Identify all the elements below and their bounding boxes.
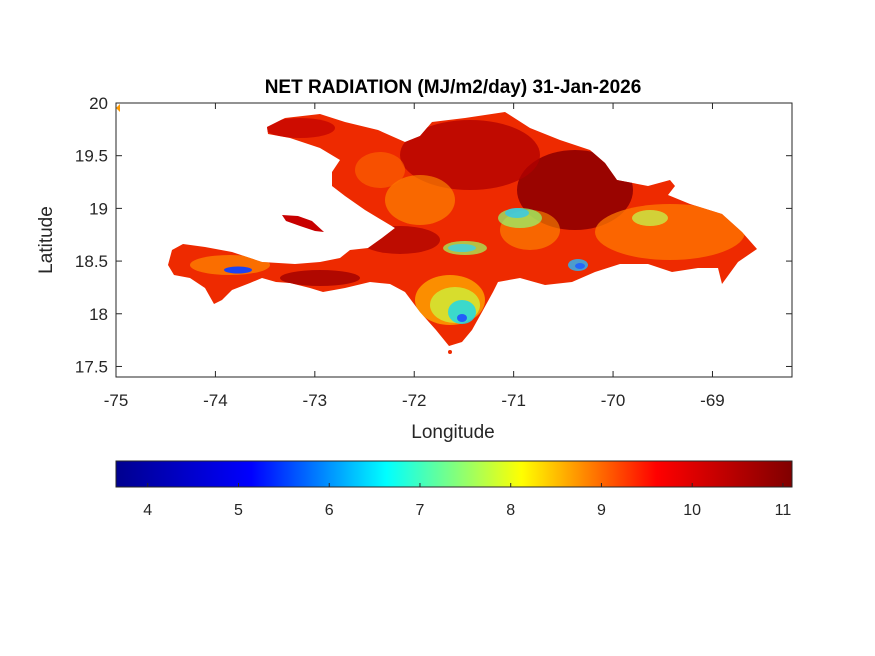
colorbar-tick-label: 4 [143, 502, 152, 519]
colorbar [115, 460, 793, 488]
y-axis: 17.5 18 18.5 19 19.5 20 [75, 94, 792, 376]
colorbar-tick-label: 9 [597, 502, 606, 519]
region-high-north [400, 120, 540, 190]
x-tick-label: -71 [501, 391, 526, 410]
region-min-barahona [457, 314, 467, 322]
colorbar-tick-label: 5 [234, 502, 243, 519]
landmass-tortuga [282, 215, 324, 232]
x-tick-label: -74 [203, 391, 228, 410]
y-tick-label: 19.5 [75, 147, 108, 166]
x-tick-label: -75 [104, 391, 129, 410]
colorbar-tick-label: 10 [683, 502, 701, 519]
colorbar-ticks: 4 5 6 7 8 9 10 11 [143, 483, 791, 519]
x-tick-label: -72 [402, 391, 427, 410]
region-mid-northwest [355, 152, 405, 188]
x-tick-label: -70 [601, 391, 626, 410]
x-tick-label: -73 [303, 391, 328, 410]
region-low-central [448, 244, 476, 252]
y-tick-label: 19 [89, 199, 108, 218]
colorbar-tick-label: 11 [775, 502, 792, 519]
y-tick-label: 18.5 [75, 252, 108, 271]
region-min-southeast [575, 263, 585, 269]
region-min-hotte [224, 266, 252, 274]
chart-title: NET RADIATION (MJ/m2/day) 31-Jan-2026 [265, 77, 642, 98]
region-high-south-coast [280, 270, 360, 286]
y-tick-label: 18 [89, 305, 108, 324]
region-low-cordillera [505, 208, 529, 218]
x-axis: -75 -74 -73 -72 -71 -70 -69 [104, 103, 725, 410]
region-green-east [632, 210, 668, 226]
colorbar-tick-label: 7 [416, 502, 425, 519]
landmass-corner-fragment [116, 104, 120, 112]
y-axis-label: Latitude [36, 206, 57, 274]
region-high-cibao [517, 150, 633, 230]
hispaniola-map [116, 104, 757, 354]
region-high-northwest [265, 118, 335, 138]
x-tick-label: -69 [700, 391, 725, 410]
x-axis-label: Longitude [411, 422, 494, 443]
region-mid-center [385, 175, 455, 225]
colorbar-tick-label: 6 [325, 502, 334, 519]
axes-box [115, 102, 793, 378]
y-tick-label: 17.5 [75, 357, 108, 376]
landmass-islet [448, 350, 452, 354]
region-low-barahona [448, 300, 476, 324]
colorbar-tick-label: 8 [506, 502, 515, 519]
y-tick-label: 20 [89, 94, 108, 113]
